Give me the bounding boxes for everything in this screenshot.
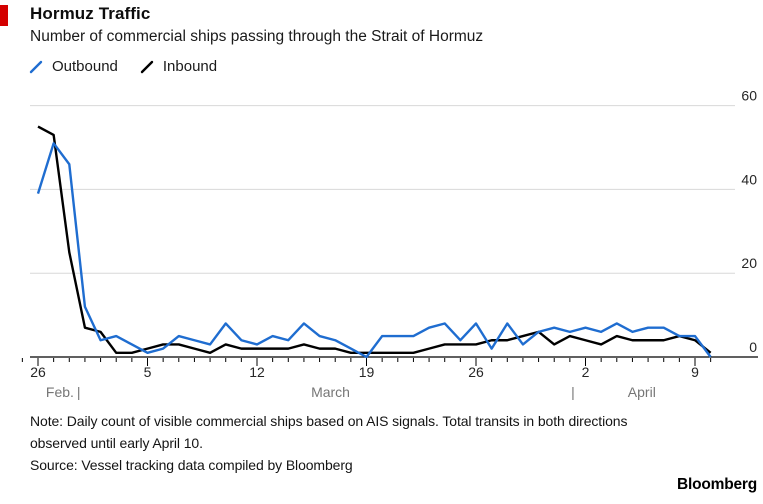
- month-label: March: [311, 384, 350, 400]
- chart-subtitle: Number of commercial ships passing throu…: [30, 28, 484, 45]
- inbound-slash-icon: [140, 60, 154, 73]
- x-tick-label: 12: [249, 364, 265, 380]
- legend-label-outbound: Outbound: [52, 58, 118, 75]
- x-tick-label: 9: [691, 364, 699, 380]
- legend-item-outbound: Outbound: [29, 58, 118, 75]
- x-tick-label: 26: [30, 364, 46, 380]
- note-line-2: observed until early April 10.: [30, 435, 203, 451]
- y-axis-label: 0: [749, 339, 757, 355]
- note-line-1: Note: Daily count of visible commercial …: [30, 413, 628, 429]
- month-separator: |: [571, 384, 575, 400]
- legend-item-inbound: Inbound: [140, 58, 217, 75]
- month-label: April: [628, 384, 656, 400]
- y-axis-label: 60: [741, 88, 757, 104]
- outbound-slash-icon: [29, 60, 43, 73]
- x-tick-label: 26: [468, 364, 484, 380]
- y-axis-label: 20: [741, 255, 757, 271]
- red-accent-bar: [0, 5, 8, 26]
- outbound-line: [36, 142, 712, 359]
- month-separator: |: [77, 384, 81, 400]
- legend-label-inbound: Inbound: [162, 58, 218, 75]
- month-label: Feb.: [46, 384, 74, 400]
- chart-legend: Outbound Inbound: [29, 58, 217, 75]
- bloomberg-logo: Bloomberg: [676, 476, 757, 493]
- x-tick-label: 5: [144, 364, 152, 380]
- y-axis-label: 40: [741, 171, 757, 187]
- source-line: Source: Vessel tracking data compiled by…: [30, 457, 353, 473]
- x-tick-label: 2: [582, 364, 590, 380]
- inbound-line: [37, 125, 712, 355]
- page-title: Hormuz Traffic: [30, 4, 151, 23]
- chart-footnotes: Note: Daily count of visible commercial …: [30, 410, 627, 476]
- x-tick-label: 19: [359, 364, 375, 380]
